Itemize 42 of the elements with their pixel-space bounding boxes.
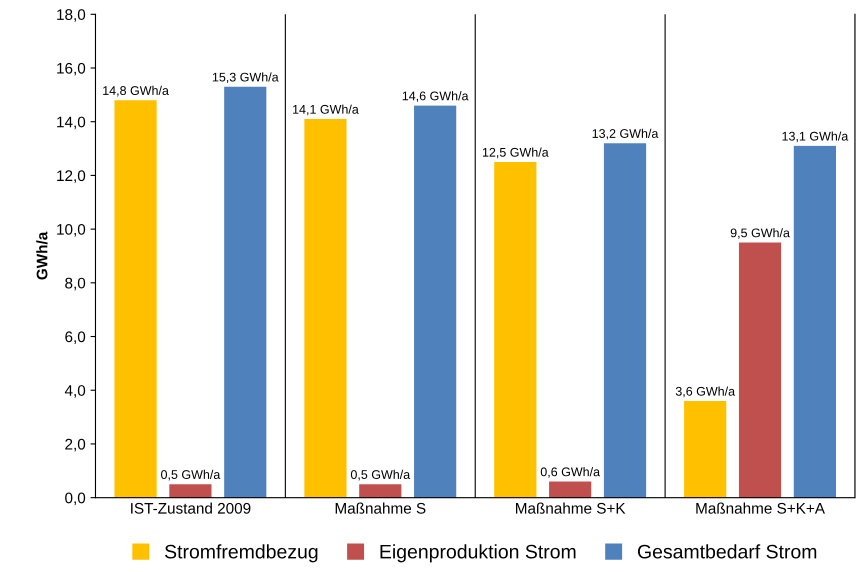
y-tick-label: 6,0 — [65, 331, 86, 344]
bar — [684, 400, 726, 498]
y-tick-label: 8,0 — [65, 278, 86, 290]
data-label: 0,5 GWh/a — [350, 470, 410, 480]
y-tick-label: 16,0 — [57, 62, 86, 76]
legend-label: Stromfremdbezug — [165, 544, 318, 562]
y-tick-label: 4,0 — [64, 385, 86, 398]
y-tick-label: 12,0 — [57, 170, 86, 183]
bar — [794, 146, 836, 498]
data-label: 14,8 GWh/a — [103, 86, 169, 96]
bar — [494, 162, 536, 498]
data-label: 14,1 GWh/a — [293, 104, 359, 116]
data-label: 0,6 GWh/a — [540, 467, 600, 478]
data-label: 13,1 GWh/a — [782, 131, 848, 142]
y-tick-label: 2,0 — [65, 438, 86, 452]
data-label: 3,6 GWh/a — [676, 386, 736, 398]
data-label: 15,3 GWh/a — [212, 72, 279, 84]
y-tick-label: 14,0 — [57, 116, 86, 130]
bar — [359, 484, 402, 498]
bar — [224, 86, 266, 498]
x-tick-label: Maßnahme S+K+A — [696, 502, 825, 514]
y-tick-label: 10,0 — [57, 224, 86, 237]
data-label: 14,6 GWh/a — [402, 91, 468, 102]
legend-label: Eigenproduktion Strom — [380, 544, 576, 562]
data-label: 13,2 GWh/a — [592, 128, 658, 140]
bar — [738, 242, 782, 498]
legend-label: Gesamtbedarf Strom — [638, 544, 816, 559]
data-label: 0,5 GWh/a — [161, 470, 220, 480]
bar — [169, 484, 212, 498]
x-tick-label: IST-Zustand 2009 — [131, 502, 250, 514]
y-axis-title: GWh/a — [36, 232, 48, 280]
x-tick-label: Maßnahme S+K — [516, 502, 626, 514]
data-label: 12,5 GWh/a — [482, 148, 549, 158]
y-tick-label: 0,0 — [65, 492, 86, 506]
y-tick-label: 18,0 — [57, 9, 86, 22]
x-tick-label: Maßnahme S — [336, 502, 426, 514]
bar — [414, 106, 456, 498]
bar — [114, 100, 157, 498]
bar — [604, 143, 646, 498]
data-label: 9,5 GWh/a — [730, 228, 790, 239]
bar — [549, 482, 592, 498]
bar — [304, 119, 347, 498]
